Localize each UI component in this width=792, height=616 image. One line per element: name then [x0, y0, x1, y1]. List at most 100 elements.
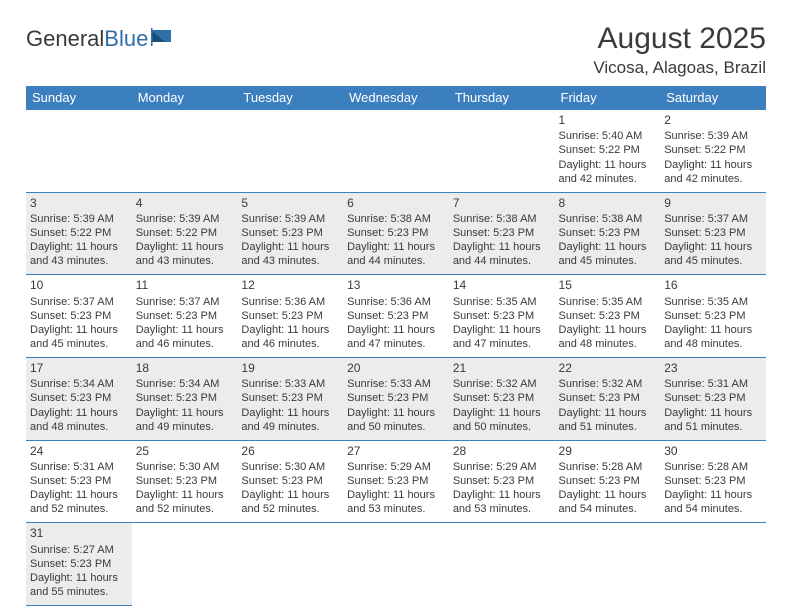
- day-number: 29: [559, 444, 657, 459]
- sunrise-text: Sunrise: 5:39 AM: [664, 129, 762, 143]
- col-tuesday: Tuesday: [237, 86, 343, 110]
- daylight-text: Daylight: 11 hours and 43 minutes.: [30, 240, 128, 268]
- daylight-text: Daylight: 11 hours and 45 minutes.: [559, 240, 657, 268]
- sunrise-text: Sunrise: 5:33 AM: [347, 377, 445, 391]
- col-monday: Monday: [132, 86, 238, 110]
- sunrise-text: Sunrise: 5:30 AM: [241, 460, 339, 474]
- daylight-text: Daylight: 11 hours and 48 minutes.: [559, 323, 657, 351]
- daylight-text: Daylight: 11 hours and 49 minutes.: [136, 406, 234, 434]
- sunset-text: Sunset: 5:23 PM: [664, 309, 762, 323]
- sunset-text: Sunset: 5:23 PM: [559, 391, 657, 405]
- calendar-table: Sunday Monday Tuesday Wednesday Thursday…: [26, 86, 766, 606]
- day-number: 11: [136, 278, 234, 293]
- calendar-cell: [555, 523, 661, 606]
- calendar-cell: [132, 110, 238, 193]
- calendar-cell: 3Sunrise: 5:39 AMSunset: 5:22 PMDaylight…: [26, 192, 132, 275]
- sunset-text: Sunset: 5:23 PM: [30, 474, 128, 488]
- col-wednesday: Wednesday: [343, 86, 449, 110]
- calendar-cell: 5Sunrise: 5:39 AMSunset: 5:23 PMDaylight…: [237, 192, 343, 275]
- calendar-cell: [237, 523, 343, 606]
- daylight-text: Daylight: 11 hours and 48 minutes.: [664, 323, 762, 351]
- col-thursday: Thursday: [449, 86, 555, 110]
- daylight-text: Daylight: 11 hours and 44 minutes.: [347, 240, 445, 268]
- calendar-cell: 14Sunrise: 5:35 AMSunset: 5:23 PMDayligh…: [449, 275, 555, 358]
- sunrise-text: Sunrise: 5:35 AM: [559, 295, 657, 309]
- day-number: 2: [664, 113, 762, 128]
- daylight-text: Daylight: 11 hours and 52 minutes.: [136, 488, 234, 516]
- sunset-text: Sunset: 5:23 PM: [559, 309, 657, 323]
- calendar-cell: 23Sunrise: 5:31 AMSunset: 5:23 PMDayligh…: [660, 358, 766, 441]
- sunset-text: Sunset: 5:23 PM: [136, 391, 234, 405]
- logo-text-blue: Blue: [104, 26, 148, 52]
- calendar-cell: 27Sunrise: 5:29 AMSunset: 5:23 PMDayligh…: [343, 440, 449, 523]
- calendar-cell: [132, 523, 238, 606]
- sunrise-text: Sunrise: 5:38 AM: [347, 212, 445, 226]
- sunset-text: Sunset: 5:23 PM: [453, 474, 551, 488]
- flag-icon: [151, 26, 177, 52]
- day-number: 12: [241, 278, 339, 293]
- calendar-cell: [343, 523, 449, 606]
- day-number: 4: [136, 196, 234, 211]
- calendar-cell: 25Sunrise: 5:30 AMSunset: 5:23 PMDayligh…: [132, 440, 238, 523]
- sunset-text: Sunset: 5:23 PM: [559, 226, 657, 240]
- calendar-cell: 15Sunrise: 5:35 AMSunset: 5:23 PMDayligh…: [555, 275, 661, 358]
- day-number: 13: [347, 278, 445, 293]
- sunrise-text: Sunrise: 5:37 AM: [136, 295, 234, 309]
- day-number: 30: [664, 444, 762, 459]
- calendar-week: 24Sunrise: 5:31 AMSunset: 5:23 PMDayligh…: [26, 440, 766, 523]
- sunset-text: Sunset: 5:23 PM: [30, 391, 128, 405]
- sunset-text: Sunset: 5:23 PM: [664, 391, 762, 405]
- sunset-text: Sunset: 5:23 PM: [30, 309, 128, 323]
- calendar-cell: 1Sunrise: 5:40 AMSunset: 5:22 PMDaylight…: [555, 110, 661, 193]
- sunset-text: Sunset: 5:23 PM: [453, 309, 551, 323]
- calendar-week: 3Sunrise: 5:39 AMSunset: 5:22 PMDaylight…: [26, 192, 766, 275]
- sunrise-text: Sunrise: 5:30 AM: [136, 460, 234, 474]
- daylight-text: Daylight: 11 hours and 54 minutes.: [664, 488, 762, 516]
- sunrise-text: Sunrise: 5:39 AM: [241, 212, 339, 226]
- sunset-text: Sunset: 5:22 PM: [136, 226, 234, 240]
- daylight-text: Daylight: 11 hours and 52 minutes.: [241, 488, 339, 516]
- calendar-cell: [449, 523, 555, 606]
- sunrise-text: Sunrise: 5:38 AM: [559, 212, 657, 226]
- sunrise-text: Sunrise: 5:39 AM: [136, 212, 234, 226]
- calendar-cell: 20Sunrise: 5:33 AMSunset: 5:23 PMDayligh…: [343, 358, 449, 441]
- calendar-cell: 12Sunrise: 5:36 AMSunset: 5:23 PMDayligh…: [237, 275, 343, 358]
- day-number: 7: [453, 196, 551, 211]
- sunrise-text: Sunrise: 5:40 AM: [559, 129, 657, 143]
- calendar-cell: [660, 523, 766, 606]
- sunset-text: Sunset: 5:23 PM: [241, 309, 339, 323]
- calendar-cell: 26Sunrise: 5:30 AMSunset: 5:23 PMDayligh…: [237, 440, 343, 523]
- calendar-cell: 2Sunrise: 5:39 AMSunset: 5:22 PMDaylight…: [660, 110, 766, 193]
- calendar-cell: 6Sunrise: 5:38 AMSunset: 5:23 PMDaylight…: [343, 192, 449, 275]
- daylight-text: Daylight: 11 hours and 45 minutes.: [664, 240, 762, 268]
- sunrise-text: Sunrise: 5:28 AM: [664, 460, 762, 474]
- day-number: 26: [241, 444, 339, 459]
- calendar-week: 1Sunrise: 5:40 AMSunset: 5:22 PMDaylight…: [26, 110, 766, 193]
- calendar-cell: 31Sunrise: 5:27 AMSunset: 5:23 PMDayligh…: [26, 523, 132, 606]
- calendar-cell: 30Sunrise: 5:28 AMSunset: 5:23 PMDayligh…: [660, 440, 766, 523]
- daylight-text: Daylight: 11 hours and 47 minutes.: [453, 323, 551, 351]
- sunrise-text: Sunrise: 5:32 AM: [559, 377, 657, 391]
- logo-text-general: General: [26, 26, 104, 52]
- day-number: 3: [30, 196, 128, 211]
- daylight-text: Daylight: 11 hours and 49 minutes.: [241, 406, 339, 434]
- sunrise-text: Sunrise: 5:35 AM: [664, 295, 762, 309]
- header-row: Sunday Monday Tuesday Wednesday Thursday…: [26, 86, 766, 110]
- day-number: 9: [664, 196, 762, 211]
- sunset-text: Sunset: 5:23 PM: [241, 391, 339, 405]
- sunset-text: Sunset: 5:23 PM: [664, 226, 762, 240]
- daylight-text: Daylight: 11 hours and 44 minutes.: [453, 240, 551, 268]
- sunset-text: Sunset: 5:23 PM: [241, 474, 339, 488]
- calendar-cell: 4Sunrise: 5:39 AMSunset: 5:22 PMDaylight…: [132, 192, 238, 275]
- sunset-text: Sunset: 5:23 PM: [136, 309, 234, 323]
- calendar-cell: 10Sunrise: 5:37 AMSunset: 5:23 PMDayligh…: [26, 275, 132, 358]
- sunrise-text: Sunrise: 5:39 AM: [30, 212, 128, 226]
- calendar-cell: 29Sunrise: 5:28 AMSunset: 5:23 PMDayligh…: [555, 440, 661, 523]
- sunrise-text: Sunrise: 5:34 AM: [30, 377, 128, 391]
- sunset-text: Sunset: 5:23 PM: [241, 226, 339, 240]
- calendar-cell: [237, 110, 343, 193]
- daylight-text: Daylight: 11 hours and 54 minutes.: [559, 488, 657, 516]
- sunrise-text: Sunrise: 5:31 AM: [30, 460, 128, 474]
- day-number: 5: [241, 196, 339, 211]
- day-number: 27: [347, 444, 445, 459]
